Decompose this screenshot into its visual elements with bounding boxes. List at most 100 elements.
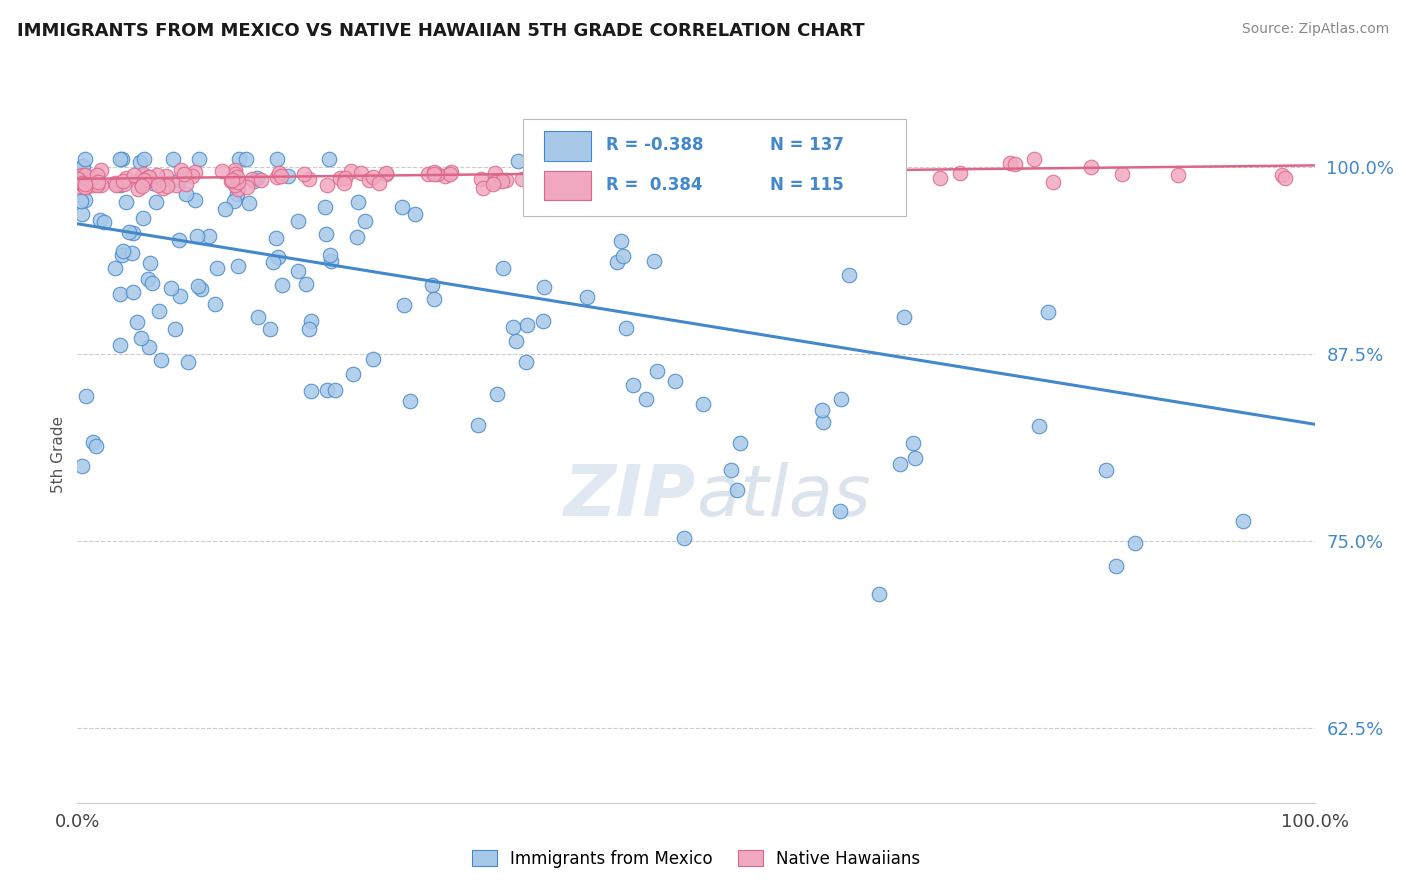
Point — [416, 167, 439, 181]
Point — [219, 174, 242, 188]
Point — [491, 172, 513, 186]
Point — [132, 176, 155, 190]
Point — [70, 169, 93, 183]
Point — [470, 172, 492, 186]
Point — [235, 153, 257, 167]
Point — [72, 207, 94, 221]
Point — [73, 193, 96, 207]
Point — [82, 434, 104, 449]
Point — [184, 194, 207, 208]
Point — [889, 457, 911, 471]
Point — [228, 153, 250, 167]
Point — [266, 153, 288, 167]
Point — [111, 247, 134, 261]
Point — [526, 173, 548, 187]
Point — [598, 170, 620, 185]
Point — [136, 170, 159, 185]
Point — [422, 164, 444, 178]
Point — [190, 282, 212, 296]
Text: Source: ZipAtlas.com: Source: ZipAtlas.com — [1241, 22, 1389, 37]
Point — [155, 169, 177, 184]
Point — [1111, 167, 1133, 181]
Point — [340, 164, 363, 178]
Point — [904, 450, 927, 465]
Point — [354, 214, 377, 228]
Point — [1042, 175, 1064, 189]
Point — [287, 213, 309, 227]
Point — [121, 285, 143, 299]
Point — [129, 331, 152, 345]
Point — [70, 194, 93, 208]
Point — [505, 334, 527, 348]
Point — [531, 314, 554, 328]
Point — [145, 195, 167, 210]
Point — [267, 250, 290, 264]
Point — [111, 244, 134, 259]
Point — [1095, 463, 1118, 477]
Point — [329, 170, 352, 185]
Point — [80, 178, 103, 192]
Point — [506, 153, 529, 168]
Point — [108, 153, 131, 167]
Point — [111, 153, 134, 167]
Point — [141, 277, 163, 291]
Point — [66, 179, 89, 194]
Point — [668, 167, 690, 181]
Point — [129, 178, 152, 192]
Point — [346, 230, 368, 244]
Point — [614, 321, 637, 335]
Point — [114, 171, 136, 186]
Point — [138, 169, 160, 184]
Point — [294, 277, 316, 291]
Point — [277, 169, 299, 184]
Point — [606, 255, 628, 269]
Point — [423, 293, 446, 307]
Point — [122, 227, 145, 241]
Point — [1274, 170, 1296, 185]
Point — [225, 169, 247, 184]
Point — [138, 173, 160, 187]
Point — [159, 281, 181, 295]
Y-axis label: 5th Grade: 5th Grade — [51, 417, 66, 493]
Bar — [544, 131, 591, 161]
Point — [901, 436, 924, 450]
Point — [156, 179, 179, 194]
Point — [214, 202, 236, 216]
Point — [1167, 168, 1189, 182]
Point — [426, 167, 449, 181]
Point — [129, 154, 152, 169]
Point — [1024, 153, 1046, 167]
Point — [269, 166, 291, 180]
Point — [148, 304, 170, 318]
Legend: Immigrants from Mexico, Native Hawaiians: Immigrants from Mexico, Native Hawaiians — [465, 843, 927, 874]
Point — [224, 167, 246, 181]
Point — [89, 213, 111, 227]
Point — [315, 383, 337, 397]
Point — [830, 504, 852, 518]
Point — [174, 177, 197, 191]
Point — [333, 176, 356, 190]
Point — [73, 178, 96, 192]
Point — [298, 172, 321, 186]
Point — [1028, 418, 1050, 433]
Point — [547, 169, 569, 183]
Point — [596, 161, 619, 175]
Point — [128, 173, 150, 187]
Point — [86, 168, 108, 182]
Point — [342, 368, 364, 382]
Point — [392, 298, 415, 312]
Point — [184, 164, 207, 178]
Point — [73, 153, 96, 167]
Point — [495, 173, 517, 187]
Text: ZIP: ZIP — [564, 462, 696, 531]
Point — [226, 259, 249, 273]
Point — [236, 180, 259, 194]
Point — [86, 175, 108, 189]
Point — [375, 165, 398, 179]
Point — [357, 173, 380, 187]
Point — [75, 180, 97, 194]
Point — [672, 531, 695, 545]
Point — [643, 253, 665, 268]
Point — [221, 173, 243, 187]
Point — [108, 178, 131, 192]
